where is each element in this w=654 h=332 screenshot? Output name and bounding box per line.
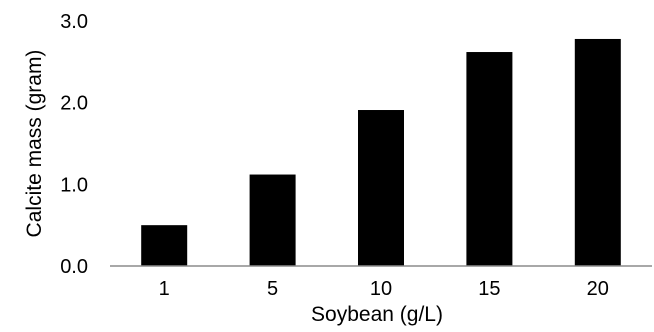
bar-5: [249, 174, 296, 266]
x-axis-title: Soybean (g/L): [311, 303, 443, 326]
bars-group: [141, 38, 621, 267]
bar-1: [141, 225, 188, 266]
y-tick-label: 3.0: [60, 11, 88, 33]
x-tick-label: 5: [267, 278, 278, 300]
x-tick-label: 1: [159, 278, 170, 300]
bar-20: [574, 38, 621, 266]
x-tick-label: 15: [478, 278, 500, 300]
x-axis-ticks: 1 5 10 15 20: [159, 278, 609, 300]
y-axis-title: Calcite mass (gram): [23, 50, 46, 238]
bar-15: [466, 52, 513, 267]
y-tick-label: 2.0: [60, 93, 88, 115]
y-axis-ticks: 0.0 1.0 2.0 3.0: [60, 11, 88, 278]
x-tick-label: 20: [587, 278, 609, 300]
x-tick-label: 10: [370, 278, 392, 300]
y-tick-label: 0.0: [60, 256, 88, 278]
y-tick-label: 1.0: [60, 174, 88, 196]
bar-10: [358, 110, 404, 267]
